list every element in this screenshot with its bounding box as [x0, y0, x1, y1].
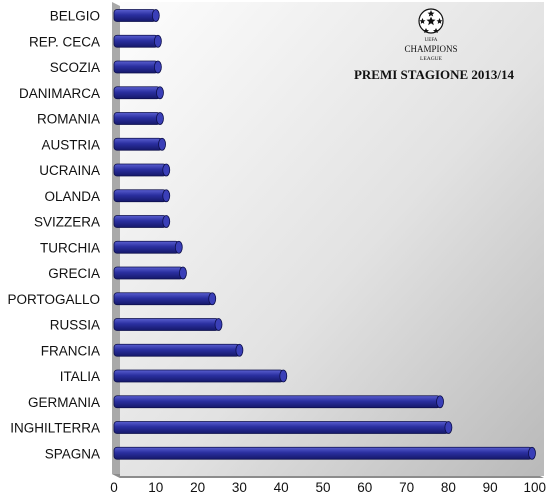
category-label: BELGIO	[50, 9, 100, 24]
x-tick-label: 80	[441, 480, 456, 494]
category-label: SCOZIA	[50, 60, 100, 75]
bar-rep-ceca	[113, 34, 162, 48]
bar-svizzera	[113, 215, 171, 228]
category-label: SVIZZERA	[34, 215, 100, 230]
x-tick-label: 10	[148, 480, 163, 494]
bar-inghilterra	[113, 421, 453, 434]
x-tick-label: 60	[357, 480, 372, 494]
x-tick-label: 100	[523, 480, 546, 494]
chart-title: PREMI STAGIONE 2013/14	[354, 67, 515, 82]
logo-line-league: LEAGUE	[420, 56, 443, 62]
x-axis-ticks: 0 10 20 30 40 50 60 70 80 90 100	[110, 480, 546, 494]
bars-group	[113, 9, 536, 460]
bar-germania	[113, 395, 444, 409]
bar-danimarca	[113, 86, 164, 100]
bar-scozia	[113, 60, 162, 74]
logo-line-uefa: UEFA	[425, 38, 438, 43]
category-labels: BELGIO REP. CECA SCOZIA DANIMARCA ROMANIA AUS…	[7, 9, 100, 462]
x-tick-label: 30	[232, 480, 247, 494]
bar-russia	[113, 318, 223, 331]
category-label: ITALIA	[60, 369, 100, 384]
category-label: REP. CECA	[29, 34, 100, 49]
bar-olanda	[113, 189, 171, 203]
bar-italia	[113, 369, 288, 383]
category-label: GRECIA	[48, 266, 100, 281]
x-tick-label: 20	[190, 480, 205, 494]
bar-austria	[113, 137, 166, 151]
bar-ucraina	[113, 163, 171, 177]
bar-grecia	[113, 266, 187, 280]
x-tick-label: 70	[399, 480, 414, 494]
ucl-logo: UEFA CHAMPIONS LEAGUE	[404, 8, 458, 62]
x-tick-label: 40	[274, 480, 289, 494]
x-tick-label: 50	[315, 480, 330, 494]
bar-turchia	[113, 240, 183, 254]
category-label: ROMANIA	[37, 112, 100, 127]
bar-belgio	[113, 9, 160, 22]
category-label: AUSTRIA	[41, 137, 100, 152]
x-tick-label: 0	[110, 480, 118, 494]
category-label: SPAGNA	[45, 446, 100, 461]
category-label: TURCHIA	[40, 240, 100, 255]
category-label: DANIMARCA	[19, 86, 100, 101]
logo-line-champions: CHAMPIONS	[404, 44, 457, 54]
category-label: UCRAINA	[39, 163, 100, 178]
category-label: GERMANIA	[28, 395, 100, 410]
x-tick-label: 90	[483, 480, 498, 494]
category-label: OLANDA	[44, 189, 100, 204]
category-label: PORTOGALLO	[7, 292, 100, 307]
bar-francia	[113, 343, 244, 357]
category-label: FRANCIA	[41, 343, 100, 358]
category-label: INGHILTERRA	[10, 421, 100, 436]
starball-icon	[418, 8, 444, 34]
category-label: RUSSIA	[50, 318, 100, 333]
bar-spagna	[113, 446, 536, 460]
bar-portogallo	[113, 292, 217, 306]
bar-romania	[113, 112, 164, 125]
